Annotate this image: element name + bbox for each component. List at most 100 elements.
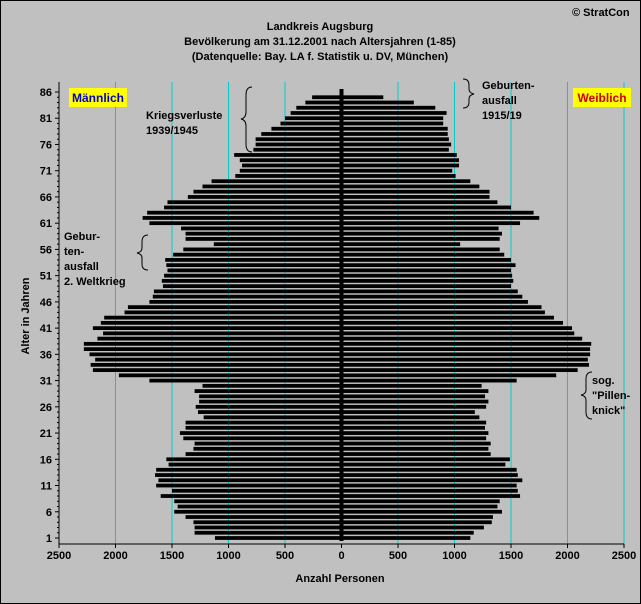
bar-male-age-49 [162,284,342,289]
bar-male-age-22 [185,425,342,430]
annotation-geburtenausfall-ww2-brace [136,234,149,271]
bar-male-age-13 [155,473,342,477]
bar-male-age-75 [253,147,342,152]
bar-female-age-72 [341,163,460,168]
bar-male-age-26 [195,404,342,409]
x-tick-label-2: 1500 [160,550,184,562]
legend-weiblich-label: Weiblich [577,91,626,105]
bar-male-age-1 [214,536,342,540]
x-tick-label-7: 1000 [442,550,466,562]
bar-male-age-2 [194,530,342,535]
annotation-geburtenausfall-1915-brace [462,78,475,109]
bar-male-age-61 [149,221,342,226]
bar-male-age-3 [194,525,342,530]
bar-female-age-8 [341,499,500,504]
copyright-label: © StratCon [572,7,630,19]
y-tick-label-7: 36 [40,349,52,361]
bar-female-age-73 [341,158,460,163]
bar-male-age-40 [103,331,342,336]
bar-male-age-31 [149,378,342,383]
y-tick-label-4: 21 [40,428,52,440]
bar-female-age-71 [341,168,453,173]
x-tick-label-4: 500 [276,550,294,562]
bar-male-age-58 [185,237,342,241]
y-tick-label-8: 41 [40,323,52,335]
x-tick-label-0: 2500 [47,550,71,562]
bar-male-age-71 [239,168,342,173]
bar-female-age-16 [341,457,510,462]
axes: 2500 2000 1500 1000 500 0 500 1000 1500 2000 2500 1… [40,82,636,562]
bar-female-age-38 [341,341,592,346]
bar-female-age-32 [341,373,557,378]
bar-female-age-51 [341,273,513,278]
bar-male-age-23 [185,420,342,425]
bar-male-age-50 [161,279,342,283]
chart-subtitle-2: (Datenquelle: Bay. LA f. Statistik u. DV… [192,51,449,63]
bar-female-age-59 [341,231,502,236]
bar-female-age-4 [341,520,492,525]
bar-female-age-19 [341,441,491,446]
bar-male-age-30 [202,383,342,388]
legend-maennlich-box [69,88,127,107]
y-tick-label-12: 61 [40,218,52,230]
y-axis-title: Alter in Jahren [20,277,32,354]
bar-female-age-85 [341,95,384,100]
bar-female-age-56 [341,247,500,252]
bar-male-age-43 [104,315,342,320]
bar-female-age-26 [341,404,487,409]
bar-female-age-24 [341,415,480,420]
bar-female-age-14 [341,467,517,472]
bar-female-age-7 [341,504,498,509]
bar-male-age-77 [255,137,342,142]
bar-female-age-47 [341,294,523,299]
annotation-geburtenausfall-ww2-line-4: 2. Weltkrieg [64,276,126,288]
x-tick-label-9: 2000 [555,550,579,562]
bar-female-age-54 [341,258,511,262]
bar-male-age-51 [164,273,342,278]
bar-male-age-10 [172,488,342,493]
bar-female-age-84 [341,100,414,105]
bar-male-age-39 [97,336,342,341]
bar-male-age-81 [285,116,342,121]
bar-male-age-28 [199,394,342,399]
x-axis-title: Anzahl Personen [295,573,385,585]
x-tick-label-1: 2000 [103,550,127,562]
annotation-pillenknick-line-3: knick" [592,405,625,417]
bars [83,89,592,541]
bar-male-age-60 [181,226,342,231]
bar-male-age-54 [165,258,342,262]
bar-male-age-35 [95,357,342,362]
annotation-geburtenausfall-ww2: Gebur- ten- ausfall 2. Weltkrieg [64,231,149,288]
x-tick-label-3: 1000 [216,550,240,562]
bar-female-age-66 [341,195,490,199]
bar-male-age-4 [193,520,342,525]
bar-male-age-55 [173,252,342,257]
bar-male-age-69 [211,179,342,184]
bar-male-age-14 [156,467,342,472]
bar-male-age-20 [183,436,342,441]
y-tick-label-10: 51 [40,271,52,283]
bar-female-age-17 [341,452,491,456]
y-tick-label-2: 11 [40,481,52,493]
bar-female-age-64 [341,205,511,210]
bar-female-age-18 [341,446,489,451]
annotation-kriegsverluste: Kriegsverluste 1939/1945 [146,86,253,153]
bar-female-age-52 [341,268,511,273]
bar-female-age-41 [341,326,573,331]
annotation-pillenknick-brace [580,371,593,420]
bar-male-age-85 [312,95,342,100]
bar-female-age-55 [341,252,505,257]
y-tick-label-16: 81 [40,113,52,125]
bar-male-age-73 [239,158,342,163]
bar-female-age-50 [341,279,514,283]
bar-female-age-12 [341,478,523,483]
bar-male-age-78 [261,132,342,136]
bar-female-age-83 [341,105,436,110]
bar-female-age-43 [341,315,554,320]
x-tick-label-6: 500 [389,550,407,562]
y-tick-label-6: 31 [40,376,52,388]
bar-male-age-74 [234,153,342,157]
center-axis-line [339,89,344,541]
bar-female-age-2 [341,530,474,535]
bar-male-age-64 [164,205,342,210]
